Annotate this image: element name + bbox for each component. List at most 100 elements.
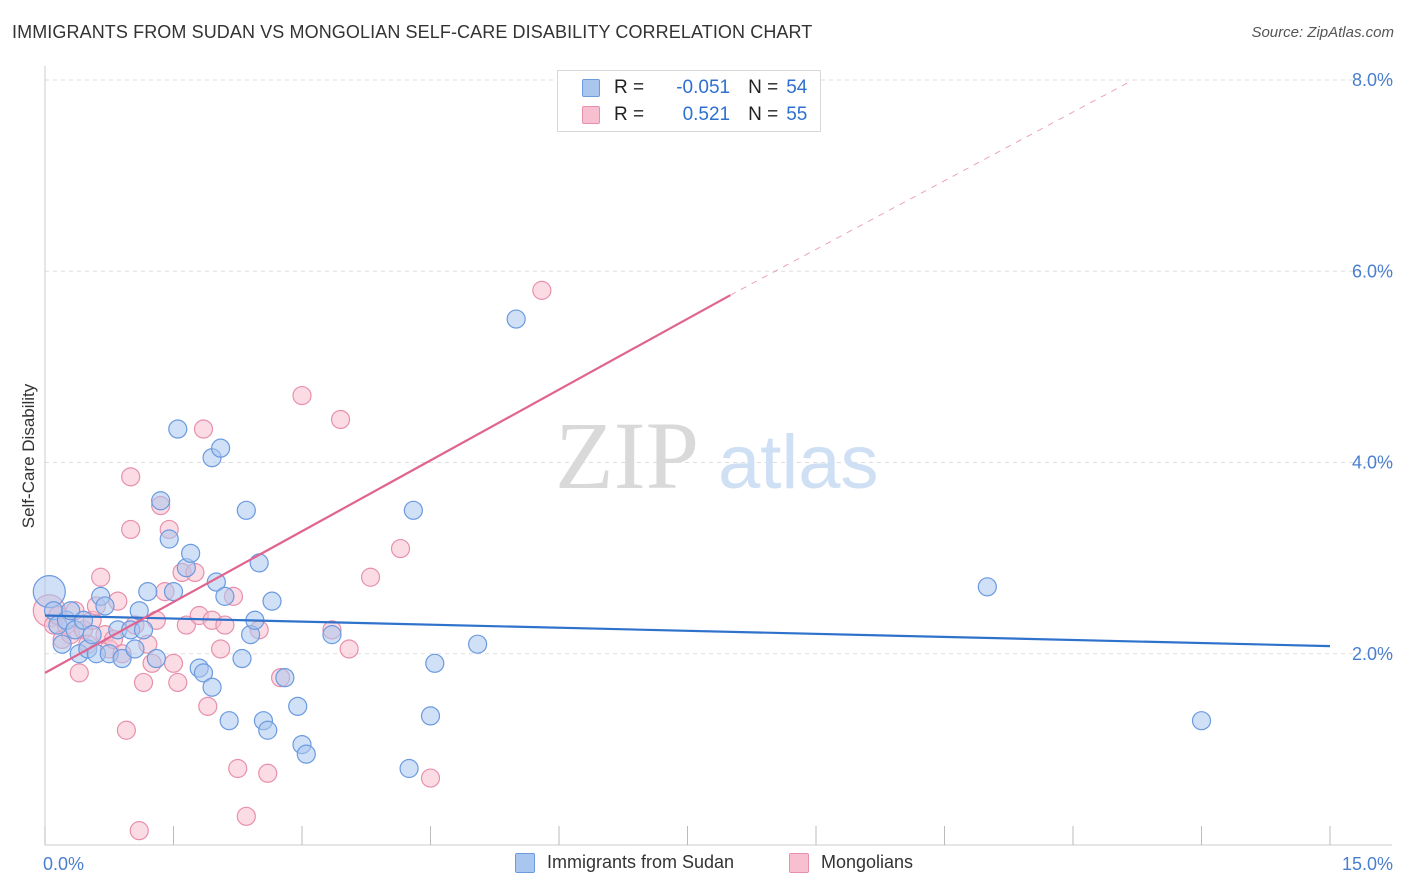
sudan-point-50 xyxy=(399,758,419,779)
mongolian-point-31 xyxy=(168,672,188,693)
legend-r-value-sudan: -0.051 xyxy=(676,77,731,98)
sudan-point-37 xyxy=(232,648,252,669)
x-tick-label-1: 15.0% xyxy=(1342,854,1393,874)
sudan-point-31 xyxy=(202,677,222,697)
sudan-point-36 xyxy=(219,711,239,731)
sudan-point-45 xyxy=(275,668,295,688)
sudan-point-54 xyxy=(468,634,488,654)
sudan-point-22 xyxy=(146,648,166,669)
sudan-point-26 xyxy=(168,419,188,439)
mongolian-point-39 xyxy=(211,639,231,659)
sudan-point-3 xyxy=(52,634,72,654)
legend-row-mongolians: R = 0.521 N = 55 xyxy=(582,102,807,128)
mongolian-point-18 xyxy=(116,720,136,740)
legend-r-label: R = xyxy=(614,77,645,98)
sudan-point-44 xyxy=(262,591,282,611)
legend-row-sudan: R = -0.051 N = 54 xyxy=(582,75,807,101)
mongolian-point-54 xyxy=(532,280,552,300)
sudan-point-16 xyxy=(112,648,132,669)
grid-lines xyxy=(45,79,1392,655)
sudan-point-53 xyxy=(425,653,445,673)
trend-lines xyxy=(44,79,1331,674)
sudan-point-49 xyxy=(322,625,342,645)
mongolian-point-30 xyxy=(163,653,184,673)
mongolian-point-22 xyxy=(129,821,149,841)
sudan-point-48 xyxy=(296,744,316,764)
mongolian-point-49 xyxy=(330,409,351,430)
mongolian-point-33 xyxy=(176,615,196,635)
series-legend-swatch-mongolians xyxy=(789,852,809,873)
legend-r-value-mongolians: 0.521 xyxy=(682,104,731,125)
sudan-point-23 xyxy=(151,491,171,511)
sudan-trend-line xyxy=(44,614,1331,648)
sudan-point-33 xyxy=(206,572,226,592)
legend-swatch-sudan xyxy=(582,79,600,97)
sudan-point-43 xyxy=(258,720,278,740)
mongolian-point-37 xyxy=(198,696,218,716)
legend-n-label: N = xyxy=(748,77,779,98)
correlation-legend: R = -0.051 N = 54 R = 0.521 N = 55 xyxy=(557,70,821,132)
y-axis-label: Self-Care Disability xyxy=(19,383,38,528)
legend-swatch-mongolians xyxy=(582,106,600,124)
series-legend-label-sudan: Immigrants from Sudan xyxy=(547,852,735,872)
sudan-point-52 xyxy=(420,706,441,726)
mongolian-point-53 xyxy=(420,768,441,788)
sudan-point-10 xyxy=(82,625,102,645)
watermark: ZIP atlas xyxy=(555,402,879,509)
tick-labels: 2.0% 4.0% 6.0% 8.0% 0.0% 15.0% xyxy=(43,70,1393,874)
sudan-point-24 xyxy=(159,529,179,549)
sudan-point-41 xyxy=(249,553,269,573)
mongolian-point-42 xyxy=(228,758,248,779)
legend-n-value-mongolians: 55 xyxy=(786,104,808,125)
mongolian-point-47 xyxy=(292,385,312,406)
mongolian-point-19 xyxy=(121,519,141,540)
sudan-point-46 xyxy=(288,696,308,716)
mongolian-point-43 xyxy=(236,806,256,826)
x-tick-label-0: 0.0% xyxy=(43,854,84,874)
mongolian-trend-extension xyxy=(730,79,1134,296)
watermark-zip: ZIP xyxy=(555,402,699,509)
sudan-point-20 xyxy=(133,620,154,640)
sudan-point-57 xyxy=(1191,711,1212,731)
axes xyxy=(44,66,1392,846)
series-legend-swatch-sudan xyxy=(515,852,535,873)
sudan-point-25 xyxy=(163,581,184,602)
mongolian-trend-line xyxy=(44,294,731,674)
sudan-point-55 xyxy=(506,309,526,329)
watermark-atlas: atlas xyxy=(718,420,879,505)
legend-r-label: R = xyxy=(614,104,645,125)
mongolian-point-52 xyxy=(390,538,411,559)
sudan-point-21 xyxy=(138,581,158,602)
mongolian-point-20 xyxy=(121,467,141,487)
legend-n-value-sudan: 54 xyxy=(786,77,808,98)
sudan-point-13 xyxy=(95,596,115,616)
mongolian-point-12 xyxy=(91,567,111,587)
sudan-point-34 xyxy=(211,438,231,458)
mongolian-point-50 xyxy=(339,639,359,659)
y-tick-label-2: 6.0% xyxy=(1352,261,1393,281)
sudan-point-51 xyxy=(403,500,423,520)
chart-source: Source: ZipAtlas.com xyxy=(1251,24,1394,41)
series-legend-label-mongolians: Mongolians xyxy=(821,852,914,872)
y-tick-label-0: 2.0% xyxy=(1352,644,1393,664)
sudan-point-30 xyxy=(193,663,214,683)
sudan-point-38 xyxy=(236,500,256,520)
mongolian-point-45 xyxy=(258,763,278,783)
series-legend-item-mongolians: Mongolians xyxy=(789,852,913,873)
mongolian-point-7 xyxy=(69,663,89,683)
sudan-point-28 xyxy=(181,543,201,563)
sudan-point-35 xyxy=(215,586,235,606)
series-legend: Immigrants from Sudan Mongolians xyxy=(0,852,1406,878)
legend-n-label: N = xyxy=(748,104,779,125)
mongolian-point-51 xyxy=(360,567,381,587)
series-legend-item-sudan: Immigrants from Sudan xyxy=(515,852,734,873)
mongolian-point-23 xyxy=(133,672,154,693)
sudan-point-56 xyxy=(977,577,997,597)
y-tick-label-1: 4.0% xyxy=(1352,453,1393,473)
sudan-point-18 xyxy=(125,639,145,659)
mongolian-point-36 xyxy=(193,419,214,439)
y-tick-label-3: 8.0% xyxy=(1352,70,1393,90)
data-points xyxy=(32,280,1212,841)
chart-title: IMMIGRANTS FROM SUDAN VS MONGOLIAN SELF-… xyxy=(12,22,813,42)
